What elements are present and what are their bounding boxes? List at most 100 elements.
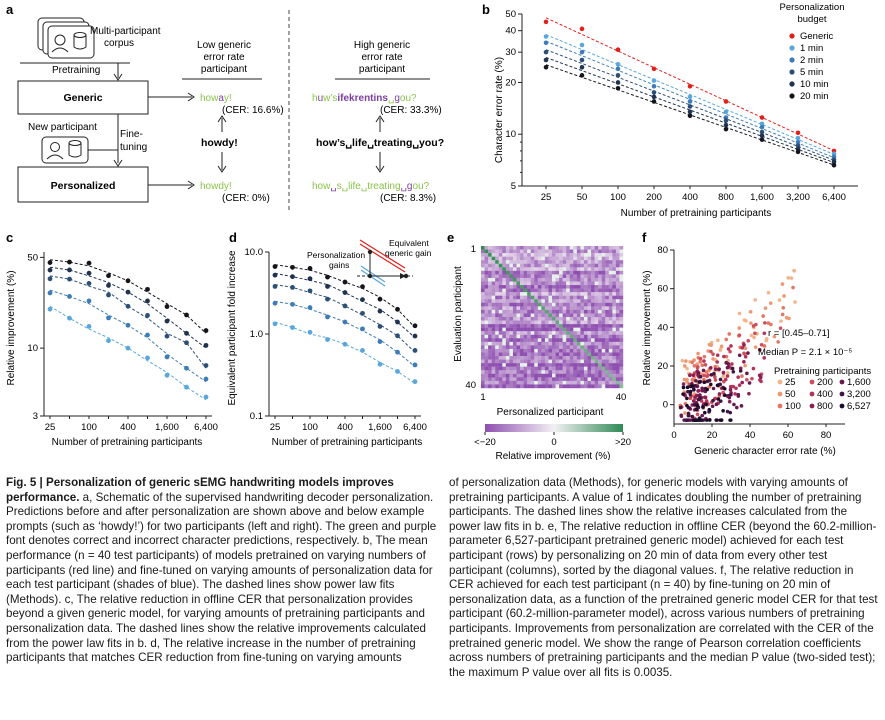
chart-f-point (744, 319, 748, 323)
heatmap-cell (534, 274, 538, 279)
heatmap-cell (605, 309, 609, 314)
chart-f-point (766, 290, 771, 295)
heatmap-cell (512, 267, 517, 272)
heatmap-cell (566, 348, 570, 353)
chart-c-point (86, 260, 92, 266)
annotation-generic-gain-2: generic gain (385, 248, 432, 258)
chart-f-xlabel: Generic character error rate (%) (694, 446, 836, 457)
heatmap-cell (583, 267, 588, 272)
heatmap-cell (601, 320, 606, 325)
chart-d-point (342, 319, 348, 325)
heatmap-cell (548, 246, 553, 250)
heatmap-cell (512, 299, 517, 303)
chart-d-fit-line (274, 264, 416, 328)
heatmap-cell (594, 317, 599, 321)
heatmap-cell (594, 380, 599, 385)
heatmap-cell (587, 270, 592, 275)
heatmap-cell (512, 270, 517, 275)
heatmap-cell (495, 359, 499, 364)
heatmap-cell (619, 285, 624, 289)
heatmap-cell (548, 295, 553, 300)
heatmap-cell (619, 281, 624, 286)
heatmap-cell (601, 274, 606, 279)
heatmap-cell (580, 302, 585, 307)
heatmap-cell (505, 309, 510, 314)
heatmap-cell (598, 348, 602, 353)
chart-f-point (707, 417, 712, 422)
heatmap-cell (512, 345, 517, 350)
heatmap-cell (512, 263, 517, 268)
heatmap-cell (488, 270, 492, 275)
heatmap-cell (569, 380, 574, 385)
heatmap-cell (552, 377, 556, 382)
heatmap-cell (527, 267, 531, 272)
chart-f-point (705, 418, 709, 422)
chart-f-point (690, 360, 694, 365)
heatmap-cell (548, 277, 553, 282)
heatmap-cell (481, 348, 485, 353)
chart-b-point (687, 113, 693, 119)
heatmap-cell (505, 373, 510, 378)
heatmap-cell (573, 320, 578, 325)
chart-f-legend-label: 50 (785, 389, 796, 400)
heatmap-cell (566, 352, 570, 357)
chart-f-point (694, 379, 698, 383)
heatmap-cell (502, 377, 507, 382)
heatmap-cell (573, 267, 578, 272)
heatmap-cell (509, 246, 514, 250)
heatmap-cell (615, 256, 620, 261)
heatmap-cell (566, 302, 570, 307)
heatmap-cell (520, 320, 524, 325)
heatmap-cell (544, 277, 549, 282)
heatmap-cell (587, 377, 592, 382)
heatmap-cell (488, 331, 492, 335)
legend-title: Pretraining participants (774, 366, 871, 377)
heatmap-cell (537, 309, 542, 314)
heatmap-cell (481, 281, 485, 286)
heatmap-cell (509, 348, 514, 353)
heatmap-cell (527, 341, 531, 346)
heatmap-cell (516, 277, 521, 282)
heatmap-cell (615, 246, 620, 250)
heatmap-cell (587, 295, 592, 300)
heatmap-cell (555, 309, 560, 314)
heatmap-cell (587, 249, 592, 254)
heatmap-cell (512, 352, 517, 357)
heatmap-cell (534, 373, 538, 378)
heatmap-cell (512, 373, 517, 378)
chart-f-point (689, 384, 693, 389)
chart-c-xtick-label: 6,400 (194, 422, 218, 433)
heatmap-cell (605, 270, 609, 275)
heatmap-cell (509, 331, 514, 335)
heatmap-cell (601, 359, 606, 364)
heatmap-cell (537, 377, 542, 382)
chart-f-point (719, 344, 724, 349)
heatmap-cell (488, 281, 492, 286)
heatmap-cell (484, 249, 489, 254)
heatmap-cell (569, 295, 574, 300)
heatmap-cell (544, 356, 549, 360)
heatmap-cell (548, 338, 553, 343)
heatmap-cell (509, 309, 514, 314)
chart-f-xtick-label: 20 (707, 430, 718, 441)
heatmap-cell (498, 285, 503, 289)
heatmap-cell (523, 356, 528, 360)
chart-f-ytick-label: 60 (657, 284, 668, 295)
chart-f-point (702, 354, 707, 359)
heatmap-cell (498, 302, 503, 307)
heatmap-cell (548, 270, 553, 275)
heatmap-cell (498, 267, 503, 272)
chart-f-point (695, 362, 699, 366)
chart-f-point (791, 285, 795, 290)
heatmap-cell (583, 260, 588, 264)
heatmap-cell (608, 334, 613, 339)
chart-c-point (145, 332, 150, 338)
chart-f-point (748, 310, 753, 314)
heatmap-cell (555, 366, 560, 371)
chart-f-point (736, 375, 740, 379)
heatmap-cell (534, 285, 538, 289)
chart-e-xlabel: Personalized participant (497, 407, 604, 418)
chart-b-point (795, 149, 801, 155)
heatmap-cell (605, 253, 609, 257)
chart-f-point (716, 338, 720, 343)
